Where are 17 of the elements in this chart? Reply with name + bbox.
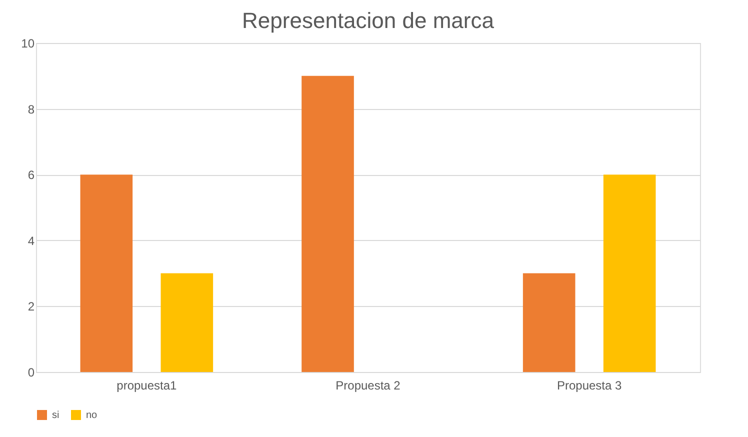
- y-tick-label: 6: [28, 168, 35, 182]
- y-tick-label: 0: [28, 366, 35, 380]
- bar: [522, 273, 576, 372]
- x-tick-label: Propuesta 3: [556, 378, 622, 392]
- y-tick-label: 2: [28, 300, 35, 314]
- x-tick-label: propuesta1: [116, 378, 178, 392]
- bar: [160, 273, 214, 372]
- legend-label: no: [86, 410, 98, 421]
- y-tick-label: 10: [21, 36, 35, 50]
- y-tick-label: 8: [28, 102, 35, 116]
- legend-label: si: [52, 410, 60, 421]
- y-tick-label: 4: [28, 234, 35, 248]
- chart-title: Representacion de marca: [242, 8, 495, 33]
- bar: [80, 174, 133, 372]
- x-tick-label: Propuesta 2: [336, 378, 401, 392]
- bar: [603, 174, 656, 372]
- bar: [302, 76, 354, 372]
